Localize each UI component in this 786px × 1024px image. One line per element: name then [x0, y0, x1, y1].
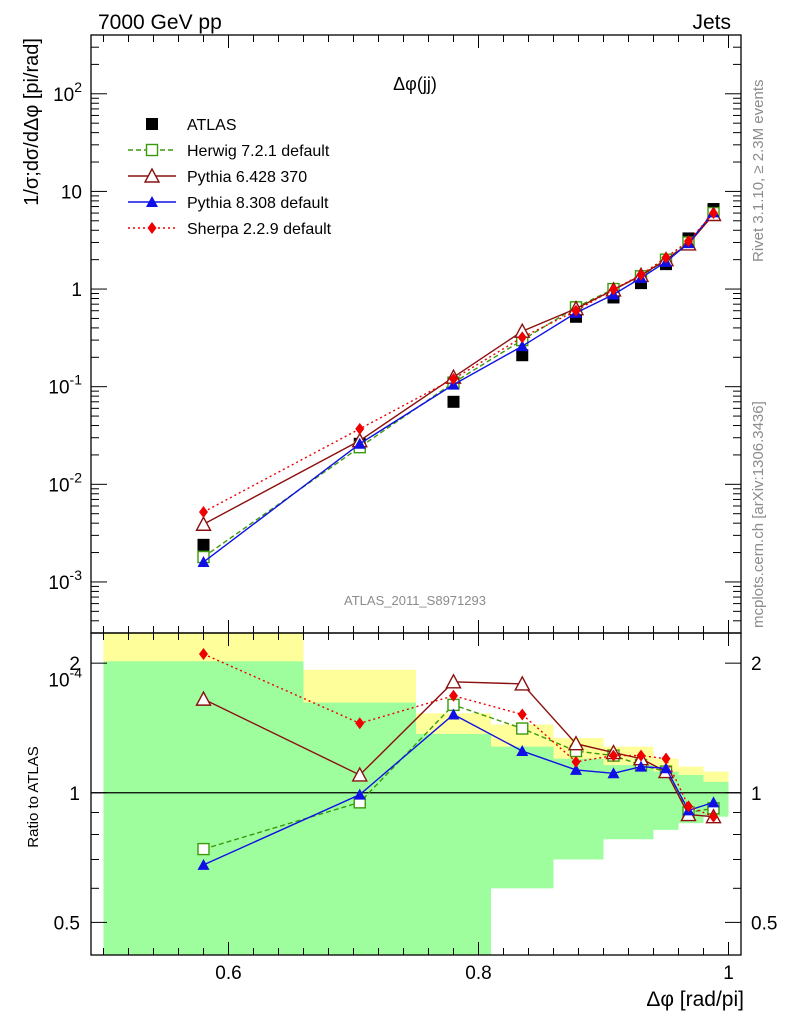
y-tick-label: 10-3	[48, 567, 82, 594]
point-pythia-8-308-default	[353, 437, 366, 449]
axis-ticks: 0.6 0.8 1 10-4 10-3 10-2 10-1 1 10 102 0.5 0.5 1 1 2 2	[48, 34, 777, 984]
y-tick-label: 10-1	[48, 372, 82, 399]
ratio-point-sherpa-2-2-9-default	[199, 648, 208, 661]
legend-marker-sherpa-2-2-9-default	[147, 222, 157, 234]
point-sherpa-2-2-9-default	[199, 506, 208, 519]
point-sherpa-2-2-9-default	[517, 331, 527, 344]
y-tick-label: 102	[53, 79, 82, 106]
ratio-tick-label: 1	[69, 784, 80, 805]
series-line-pythia-8-308-default	[203, 211, 715, 563]
ratio-point-pythia-8-308-default	[707, 796, 720, 808]
point-sherpa-2-2-9-default	[571, 304, 581, 317]
analysis-label: ATLAS_2011_S8971293	[344, 593, 486, 608]
ratio-point-pythia-8-308-default	[353, 788, 366, 800]
point-pythia-8-308-default	[197, 556, 210, 568]
series-line-sherpa-2-2-9-default	[203, 212, 715, 513]
ratio-point-herwig-7-2-1-default	[516, 722, 529, 735]
ratio-point-sherpa-2-2-9-default	[609, 749, 618, 762]
ratio-tick-label-right: 1	[751, 784, 762, 805]
ratio-point-pythia-8-308-default	[607, 767, 620, 779]
ratio-point-pythia-8-308-default	[516, 745, 529, 757]
point-atlas	[447, 395, 460, 408]
ratio-bands	[103, 633, 729, 955]
point-pythia-8-308-default	[516, 340, 529, 352]
ratio-tick-label: 2	[69, 654, 80, 675]
inner-band-bin	[303, 702, 416, 955]
point-sherpa-2-2-9-default	[449, 372, 458, 385]
ratio-line-sherpa-2-2-9-default	[203, 653, 714, 818]
ratio-point-sherpa-2-2-9-default	[517, 708, 527, 721]
point-sherpa-2-2-9-default	[709, 207, 718, 220]
ratio-point-pythia-6-428-370	[445, 673, 462, 689]
ratio-point-pythia-8-308-default	[447, 708, 460, 720]
legend-marker-pythia-8-308-default	[146, 196, 158, 207]
ratio-tick-label: 0.5	[54, 913, 80, 934]
inner-band-bin	[491, 746, 554, 889]
legend-label-pythia-8-308-default: Pythia 8.308 default	[187, 195, 329, 212]
ratio-tick-label-right: 0.5	[751, 913, 777, 934]
x-tick-label: 0.6	[215, 963, 241, 984]
ratio-point-pythia-6-428-370	[351, 766, 368, 782]
side-label-rivet: Rivet 3.1.10, ≥ 2.3M events	[750, 80, 767, 263]
series-line-pythia-6-428-370	[203, 214, 715, 525]
ratio-tick-label-right: 2	[751, 654, 762, 675]
legend-label-herwig-7-2-1-default: Herwig 7.2.1 default	[187, 143, 330, 160]
legend-label-sherpa-2-2-9-default: Sherpa 2.2.9 default	[187, 221, 332, 238]
y-tick-label: 10	[61, 182, 82, 203]
chart-title: Δφ(jj)	[393, 74, 437, 94]
ratio-point-pythia-8-308-default	[635, 760, 647, 772]
ratio-point-pythia-6-428-370	[195, 690, 212, 706]
point-pythia-6-428-370	[195, 515, 212, 531]
energy-label: 7000 GeV pp	[98, 11, 222, 34]
ratio-point-pythia-8-308-default	[197, 858, 210, 870]
y-axis-label: 1/σ;dσ/dΔφ [pi/rad]	[21, 38, 43, 206]
legend-marker-herwig-7-2-1-default	[145, 143, 159, 157]
point-sherpa-2-2-9-default	[661, 251, 671, 264]
inner-band-bin	[553, 758, 604, 860]
ratio-point-pythia-6-428-370	[567, 735, 585, 751]
y-tick-label: 10-2	[48, 469, 82, 496]
inner-band-bin	[103, 661, 304, 955]
ratio-point-sherpa-2-2-9-default	[636, 749, 646, 762]
ratio-point-sherpa-2-2-9-default	[684, 800, 693, 813]
ratio-point-sherpa-2-2-9-default	[449, 689, 458, 702]
ratio-plot-frame	[90, 632, 742, 956]
x-tick-label: 0.8	[465, 963, 491, 984]
ratio-line-pythia-8-308-default	[203, 713, 714, 866]
ratio-line-pythia-6-428-370	[203, 681, 714, 818]
point-sherpa-2-2-9-default	[636, 268, 646, 281]
side-label-mcplots: mcplots.cern.ch [arXiv:1306.3436]	[750, 401, 767, 628]
legend: ATLAS Herwig 7.2.1 default Pythia 6.428 37…	[128, 117, 332, 238]
x-tick-label: 1	[723, 963, 734, 984]
x-axis-label: Δφ [rad/pi]	[646, 988, 744, 1011]
point-sherpa-2-2-9-default	[609, 283, 618, 296]
ratio-point-herwig-7-2-1-default	[197, 842, 210, 856]
ratio-series	[195, 648, 722, 870]
ratio-axis-label: Ratio to ATLAS	[25, 746, 42, 847]
point-atlas	[516, 349, 529, 362]
y-tick-label: 1	[71, 280, 82, 301]
ratio-point-sherpa-2-2-9-default	[709, 810, 718, 823]
legend-marker-atlas	[146, 118, 158, 130]
point-sherpa-2-2-9-default	[684, 235, 693, 248]
point-atlas	[197, 538, 210, 551]
legend-label-atlas: ATLAS	[187, 117, 237, 134]
legend-marker-pythia-6-428-370	[143, 167, 161, 183]
ratio-point-sherpa-2-2-9-default	[661, 752, 671, 765]
main-series	[195, 203, 722, 568]
ratio-point-pythia-8-308-default	[660, 762, 672, 774]
inner-band-bin	[653, 771, 679, 830]
ratio-point-sherpa-2-2-9-default	[355, 717, 365, 730]
legend-label-pythia-6-428-370: Pythia 6.428 370	[187, 169, 307, 186]
category-label: Jets	[692, 11, 731, 34]
ratio-point-pythia-6-428-370	[514, 675, 531, 691]
ratio-point-sherpa-2-2-9-default	[571, 755, 581, 768]
inner-band-bin	[416, 733, 491, 955]
point-sherpa-2-2-9-default	[355, 422, 365, 435]
y-tick-label: 10-4	[48, 665, 82, 692]
ratio-point-pythia-8-308-default	[570, 763, 582, 775]
